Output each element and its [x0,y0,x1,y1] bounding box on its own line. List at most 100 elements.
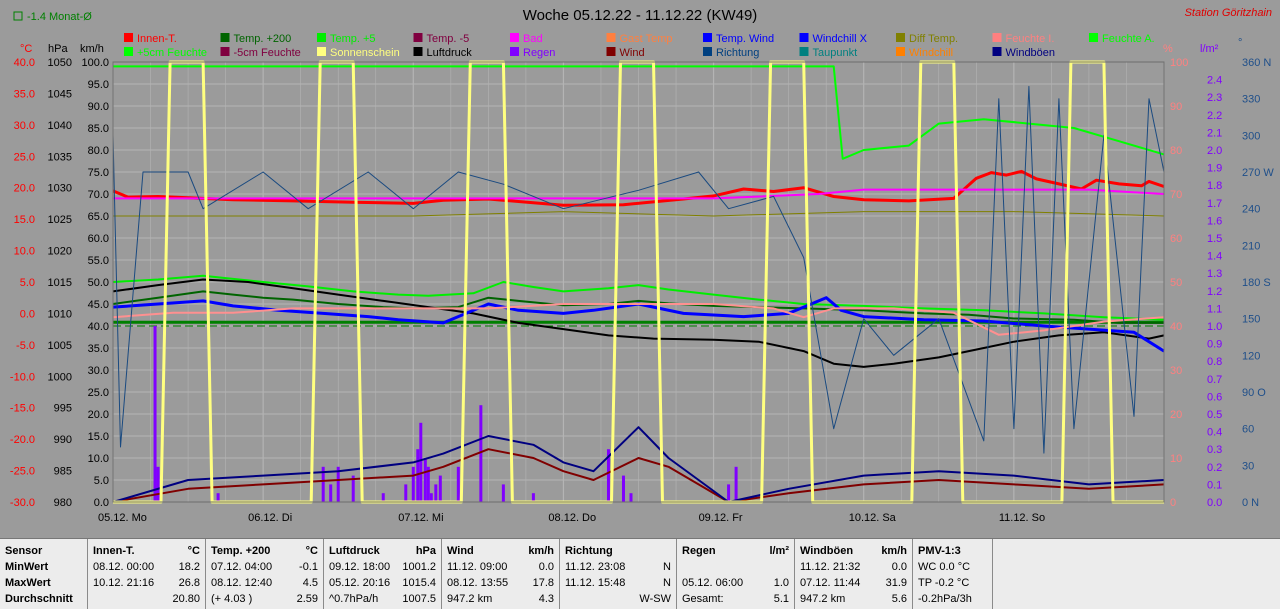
temp-tick-label: 25.0 [14,151,35,163]
footer-cell-time: TP -0.2 °C [918,577,970,589]
footer-row: TP -0.2 °C [918,575,987,591]
series-line [113,211,1165,217]
temp-tick-label: 15.0 [14,214,35,226]
footer-cell-time: 09.12. 18:00 [329,561,391,573]
series-line [112,448,1165,503]
footer-cell-time: 10.12. 21:16 [93,577,155,589]
rain-bar [329,484,333,502]
pressure-tick-label: 1010 [48,308,72,320]
temp-tick-label: -25.0 [10,466,35,478]
rain-bar [423,458,427,502]
direction-tick-label: 240 [1242,204,1260,216]
footer-cell-value: 31.9 [885,577,907,589]
rain-bar [321,466,325,502]
wind-tick-label: 90.0 [88,101,109,113]
x-tick-label: 07.12. Mi [398,512,443,524]
rain-tick-label: 2.2 [1207,110,1222,122]
rain-tick-label: 0.0 [1207,497,1222,509]
pressure-tick-label: 980 [54,497,72,509]
rain-bar [426,466,430,502]
legend-label: Wind [620,47,645,59]
monthly-average-marker [13,11,23,21]
legend-swatch [896,33,905,42]
legend-swatch [317,47,326,56]
footer-row: W-SW [565,591,671,607]
footer-header: Richtung [565,543,671,559]
pressure-tick-label: 995 [54,403,72,415]
plot-border [112,61,1165,503]
footer-row: Durchschnitt [5,591,82,607]
footer-cell-value: -0.1 [299,561,318,573]
footer-unit: l/m² [769,545,789,557]
footer-cell-value: 26.8 [178,577,200,589]
footer-cell-value: W-SW [639,593,671,605]
direction-tick-label: 300 [1242,130,1260,142]
legend-label: Innen-T. [137,33,177,45]
humidity-tick-label: 0 [1170,497,1176,509]
rain-tick-label: 0.1 [1207,479,1222,491]
rain-tick-label: 1.6 [1207,215,1222,227]
pressure-tick-label: 1040 [48,120,72,132]
footer-header: Windböen km/h [800,543,907,559]
wind-tick-label: 30.0 [88,365,109,377]
rain-tick-label: 2.0 [1207,145,1222,157]
pressure-tick-label: 1020 [48,246,72,258]
footer-cell-time: -0.2hPa/3h [918,593,972,605]
humidity-tick-label: 10 [1170,453,1182,465]
rain-tick-label: 0.6 [1207,391,1222,403]
x-tick-label: 09.12. Fr [699,512,743,524]
footer-cell-value: 17.8 [532,577,554,589]
legend-swatch [799,33,809,42]
chart-title: Woche 05.12.22 - 11.12.22 (KW49) [523,7,758,24]
legend-label: Temp. Wind [716,33,774,45]
wind-tick-label: 10.0 [88,453,109,465]
humidity-tick-label: 90 [1170,101,1182,113]
footer-row: -0.2hPa/3h [918,591,987,607]
footer-cell-time: 08.12. 13:55 [447,577,509,589]
footer-cell-time: 11.12. 15:48 [565,577,626,589]
pressure-tick-label: 1035 [48,151,72,163]
footer-row: 947.2 km 5.6 [800,591,907,607]
legend-label: Gast Temp [620,33,673,45]
footer-cell-time: 11.12. 09:00 [447,561,508,573]
rain-bar [531,493,535,502]
footer-title: Regen [682,545,716,557]
direction-tick-label: 60 [1242,424,1254,436]
legend-swatch [1089,33,1098,42]
footer-column: Regen l/m² 05.12. 06:00 1.0 Gesamt: 5.1 [677,539,795,609]
rain-tick-label: 0.4 [1207,427,1222,439]
wind-tick-label: 60.0 [88,233,109,245]
rain-tick-label: 0.8 [1207,356,1222,368]
footer-column: PMV-1:3 WC 0.0 °C TP -0.2 °C -0.2hPa/3h [913,539,993,609]
footer-title: Wind [447,545,474,557]
rain-bar [336,466,340,502]
pressure-axis-unit: hPa [48,43,68,55]
legend-swatch [413,47,423,56]
footer-cell-time: 11.12. 21:32 [800,561,861,573]
series-line [112,274,1165,321]
wind-tick-label: 65.0 [88,211,109,223]
wind-tick-label: 20.0 [88,409,109,421]
footer-row: WC 0.0 °C [918,559,987,575]
footer-header: Regen l/m² [682,543,789,559]
humidity-tick-label: 70 [1170,189,1182,201]
footer-row: 08.12. 13:55 17.8 [447,575,554,591]
wind-tick-label: 35.0 [88,343,109,355]
footer-unit: hPa [415,545,436,557]
footer-column: Luftdruck hPa 09.12. 18:00 1001.2 05.12. 20:… [324,539,442,609]
rain-bar [381,493,385,502]
direction-tick-label: 360 N [1242,57,1271,69]
footer-row: 07.12. 11:44 31.9 [800,575,907,591]
wind-tick-label: 5.0 [94,475,109,487]
humidity-tick-label: 50 [1170,277,1182,289]
rain-tick-label: 1.7 [1207,198,1222,210]
footer-title: Innen-T. [93,545,135,557]
footer-row: 947.2 km 4.3 [447,591,554,607]
wind-tick-label: 100.0 [81,57,109,69]
x-tick-label: 11.12. So [999,512,1045,524]
rain-bar [411,466,415,502]
direction-tick-label: 180 S [1242,277,1271,289]
footer-row: 20.80 [93,591,200,607]
wind-axis-unit: km/h [80,43,104,55]
footer-title: Luftdruck [329,545,380,557]
